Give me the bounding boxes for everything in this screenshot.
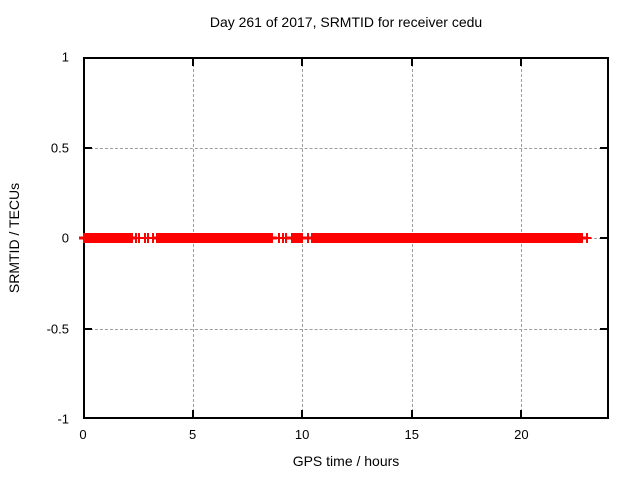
x-tick-label: 20 <box>514 427 529 442</box>
y-tick-label: -0.5 <box>46 321 69 336</box>
y-tick-label: 0 <box>61 230 69 246</box>
x-tick-bottom <box>191 410 194 417</box>
x-axis-label: GPS time / hours <box>292 453 400 469</box>
plot-area <box>79 57 609 419</box>
x-tick-label: 0 <box>79 427 87 442</box>
data-point-plus <box>134 237 144 239</box>
x-tick-top <box>410 59 413 66</box>
data-segment <box>156 233 273 243</box>
data-point-plus <box>303 237 313 239</box>
data-point-plus <box>148 237 158 239</box>
x-tick-label: 15 <box>404 427 419 442</box>
data-segment <box>291 233 303 243</box>
y-tick-right <box>600 327 607 330</box>
y-tick-right <box>600 237 607 239</box>
y-tick-left <box>85 146 92 149</box>
x-tick-bottom <box>301 410 304 417</box>
y-tick-left <box>85 327 92 330</box>
x-tick-bottom <box>410 410 413 417</box>
x-tick-top <box>520 59 523 66</box>
x-tick-label: 10 <box>294 427 310 442</box>
y-tick-label: 0.5 <box>50 140 69 155</box>
x-tick-bottom <box>520 410 523 417</box>
data-point-plus <box>281 237 291 239</box>
x-tick-label: 5 <box>188 427 197 442</box>
y-tick-right <box>600 146 607 149</box>
x-tick-top <box>191 59 194 66</box>
y-gridline <box>85 147 607 149</box>
data-segment <box>83 233 133 243</box>
chart-title: Day 261 of 2017, SRMTID for receiver ced… <box>209 14 483 30</box>
y-tick-label: 1 <box>61 49 69 65</box>
data-point-plus <box>582 237 592 239</box>
y-gridline <box>85 328 607 330</box>
data-segment <box>311 233 584 243</box>
x-tick-top <box>301 59 304 66</box>
y-tick-label: -1 <box>57 411 69 427</box>
